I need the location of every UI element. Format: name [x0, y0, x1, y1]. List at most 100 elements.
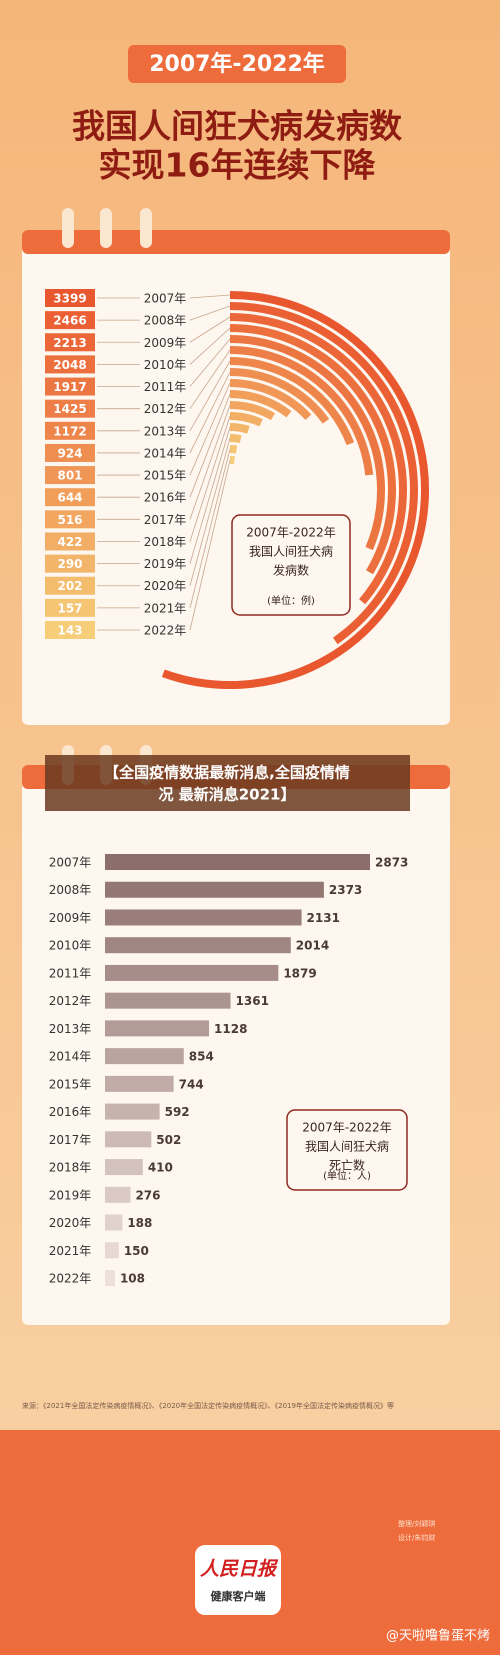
category-label: 2008年 — [49, 883, 92, 897]
category-label: 2016年 — [49, 1105, 92, 1119]
category-label: 2014年 — [144, 446, 187, 460]
title: 实现16年连续下降 — [99, 146, 377, 185]
bar — [105, 1215, 122, 1231]
category-label: 2020年 — [49, 1216, 92, 1230]
logo: 人民日报 — [200, 1558, 279, 1580]
value-label: 3399 — [53, 292, 86, 306]
bar — [105, 1187, 130, 1203]
category-label: 2017年 — [144, 513, 187, 527]
logo-sub: 健康客户端 — [211, 1589, 266, 1603]
value-label: 2873 — [375, 856, 408, 870]
category-label: 2017年 — [49, 1133, 92, 1147]
bar — [105, 937, 291, 953]
arc — [230, 427, 248, 430]
value-label: 502 — [156, 1133, 181, 1147]
value-label: 516 — [57, 513, 82, 527]
value-label: 422 — [57, 535, 82, 549]
category-label: 2008年 — [144, 314, 187, 328]
category-label: 2021年 — [49, 1244, 92, 1258]
category-label: 2015年 — [49, 1077, 92, 1091]
arc — [230, 438, 241, 439]
category-label: 2011年 — [144, 380, 187, 394]
category-label: 2009年 — [49, 911, 92, 925]
category-label: 2012年 — [49, 994, 92, 1008]
category-label: 2007年 — [49, 856, 92, 870]
category-label: 2012年 — [144, 402, 187, 416]
category-label: 2016年 — [144, 491, 187, 505]
legend-title: 我国人间狂犬病 — [305, 1139, 389, 1154]
legend-title: 我国人间狂犬病 — [249, 544, 333, 559]
value-label: 276 — [135, 1188, 160, 1202]
legend-title: 发病数 — [273, 563, 309, 578]
watermark: @天啦噜鲁蛋不烤 — [386, 1629, 490, 1644]
value-label: 143 — [57, 624, 82, 638]
value-label: 1128 — [214, 1022, 247, 1036]
category-label: 2021年 — [144, 601, 187, 615]
category-label: 2010年 — [144, 358, 187, 372]
value-label: 2131 — [307, 911, 340, 925]
category-label: 2020年 — [144, 579, 187, 593]
value-label: 644 — [57, 491, 82, 505]
credit: 设计/朱钧财 — [398, 1533, 435, 1542]
bar — [105, 909, 302, 925]
category-label: 2014年 — [49, 1050, 92, 1064]
value-label: 744 — [179, 1077, 204, 1091]
bar — [105, 1048, 184, 1064]
bar — [105, 1159, 143, 1175]
source: 来源：《2021年全国法定传染病疫情概况》、《2020年全国法定传染病疫情概况》… — [22, 1401, 394, 1410]
bar — [105, 1131, 151, 1147]
badge-text: 2007年-2022年 — [149, 51, 325, 77]
category-label: 2019年 — [144, 557, 187, 571]
value-label: 157 — [57, 601, 82, 615]
value-label: 924 — [57, 446, 82, 460]
value-label: 592 — [165, 1105, 190, 1119]
bar — [105, 1270, 115, 1286]
category-label: 2011年 — [49, 966, 92, 980]
category-label: 2015年 — [144, 469, 187, 483]
category-label: 2018年 — [49, 1161, 92, 1175]
bar — [105, 854, 370, 870]
bar — [105, 965, 278, 981]
value-label: 1425 — [53, 402, 86, 416]
overlay-caption: 况 最新消息2021】 — [159, 786, 296, 804]
category-label: 2010年 — [49, 939, 92, 953]
value-label: 2014 — [296, 939, 329, 953]
legend-unit: (单位：例) — [267, 594, 315, 607]
value-label: 410 — [148, 1161, 173, 1175]
legend-title: 2007年-2022年 — [246, 526, 335, 540]
value-label: 1879 — [283, 966, 316, 980]
value-label: 150 — [124, 1244, 149, 1258]
value-label: 801 — [57, 469, 82, 483]
bar — [105, 882, 324, 898]
legend-title: 2007年-2022年 — [302, 1121, 391, 1135]
value-label: 108 — [120, 1272, 145, 1286]
value-label: 2466 — [53, 314, 86, 328]
category-label: 2007年 — [144, 292, 187, 306]
value-label: 1361 — [236, 994, 269, 1008]
overlay-caption: 【全国疫情数据最新消息,全国疫情情 — [104, 764, 350, 782]
footer — [0, 1430, 500, 1655]
bar — [105, 1242, 119, 1258]
credit: 整理/刘颖琪 — [398, 1519, 435, 1528]
logo-box — [195, 1545, 281, 1615]
value-label: 2213 — [53, 336, 86, 350]
value-label: 1917 — [53, 380, 86, 394]
value-label: 188 — [127, 1216, 152, 1230]
bar — [105, 1076, 174, 1092]
legend-unit: (单位：人) — [323, 1169, 371, 1182]
category-label: 2022年 — [49, 1272, 92, 1286]
category-label: 2013年 — [144, 424, 187, 438]
category-label: 2019年 — [49, 1188, 92, 1202]
value-label: 2048 — [53, 358, 86, 372]
category-label: 2018年 — [144, 535, 187, 549]
category-label: 2013年 — [49, 1022, 92, 1036]
bar — [105, 1104, 160, 1120]
value-label: 1172 — [53, 424, 86, 438]
category-label: 2022年 — [144, 624, 187, 638]
value-label: 290 — [57, 557, 82, 571]
title: 我国人间狂犬病发病数 — [72, 107, 403, 146]
value-label: 2373 — [329, 883, 362, 897]
value-label: 854 — [189, 1050, 214, 1064]
value-label: 202 — [57, 579, 82, 593]
